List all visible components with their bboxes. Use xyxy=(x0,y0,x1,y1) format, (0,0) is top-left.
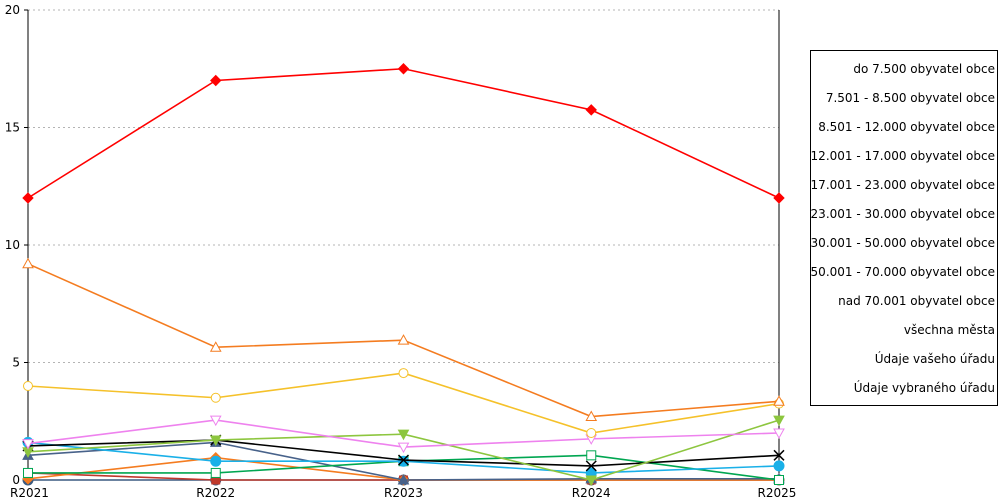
data-point xyxy=(773,449,785,461)
y-tick-label: 10 xyxy=(5,238,20,252)
data-point xyxy=(210,392,221,403)
legend-item: 17.001 - 23.000 obyvatel obce xyxy=(810,178,995,192)
data-point xyxy=(397,473,410,485)
data-point xyxy=(397,334,410,345)
data-point xyxy=(398,368,409,379)
data-point xyxy=(22,439,34,450)
data-point xyxy=(774,475,784,485)
x-tick-label: R2021 xyxy=(10,486,49,500)
legend-item: 30.001 - 50.000 obyvatel obce xyxy=(810,236,995,250)
data-point xyxy=(585,475,598,487)
data-point xyxy=(398,455,409,467)
series-5 xyxy=(22,415,785,487)
data-point xyxy=(210,74,222,87)
data-point xyxy=(773,428,785,440)
data-point xyxy=(397,442,410,454)
x-tick-label: R2025 xyxy=(758,486,797,500)
legend-item: Údaje vašeho úřadu xyxy=(874,352,995,366)
data-point xyxy=(773,415,785,427)
data-point xyxy=(22,192,34,204)
legend-item: do 7.500 obyvatel obce xyxy=(853,62,995,76)
x-tick-label: R2022 xyxy=(196,486,235,500)
data-point xyxy=(209,341,222,352)
data-point xyxy=(209,415,222,427)
legend-item: všechna města xyxy=(903,323,995,337)
data-point xyxy=(23,381,33,391)
axes: 0 5 10 15 20 R2021 R2022 R2023 R2024 R2025 xyxy=(5,3,797,500)
data-point xyxy=(397,63,410,75)
data-point xyxy=(22,257,34,269)
data-point xyxy=(773,192,785,204)
legend: do 7.500 obyvatel obce 7.501 - 8.500 obyv… xyxy=(810,50,998,406)
series-3 xyxy=(23,368,784,438)
data-point xyxy=(585,410,598,422)
data-point xyxy=(586,428,597,438)
data-point xyxy=(586,450,597,461)
data-point xyxy=(210,455,222,467)
y-tick-label: 20 xyxy=(5,3,20,17)
data-point xyxy=(773,395,785,406)
data-point xyxy=(23,467,33,478)
series-4 xyxy=(22,415,785,454)
data-point xyxy=(397,429,410,441)
legend-item: 23.001 - 30.000 obyvatel obce xyxy=(810,207,995,221)
legend-item: nad 70.001 obyvatel obce xyxy=(838,294,995,308)
series-lines xyxy=(22,63,785,487)
data-point xyxy=(210,467,221,478)
legend-item: 50.001 - 70.000 obyvatel obce xyxy=(810,265,995,279)
legend-item: 8.501 - 12.000 obyvatel obce xyxy=(818,120,995,134)
series-1 xyxy=(22,63,785,204)
legend-item: 7.501 - 8.500 obyvatel obce xyxy=(825,91,995,105)
data-point xyxy=(585,104,597,116)
x-tick-label: R2024 xyxy=(572,486,611,500)
series-line xyxy=(27,372,780,434)
data-point xyxy=(585,460,597,472)
y-tick-label: 15 xyxy=(5,121,20,135)
series-2 xyxy=(22,257,785,422)
legend-item: Údaje vybraného úřadu xyxy=(853,381,995,395)
data-point xyxy=(209,435,222,447)
series-line xyxy=(27,67,780,199)
data-point xyxy=(773,460,785,472)
legend-item: 12.001 - 17.000 obyvatel obce xyxy=(810,149,995,163)
gridlines xyxy=(28,9,779,363)
x-tick-label: R2023 xyxy=(384,486,423,500)
y-tick-label: 0 xyxy=(12,473,20,487)
data-point xyxy=(397,454,410,466)
y-tick-label: 5 xyxy=(12,356,20,370)
